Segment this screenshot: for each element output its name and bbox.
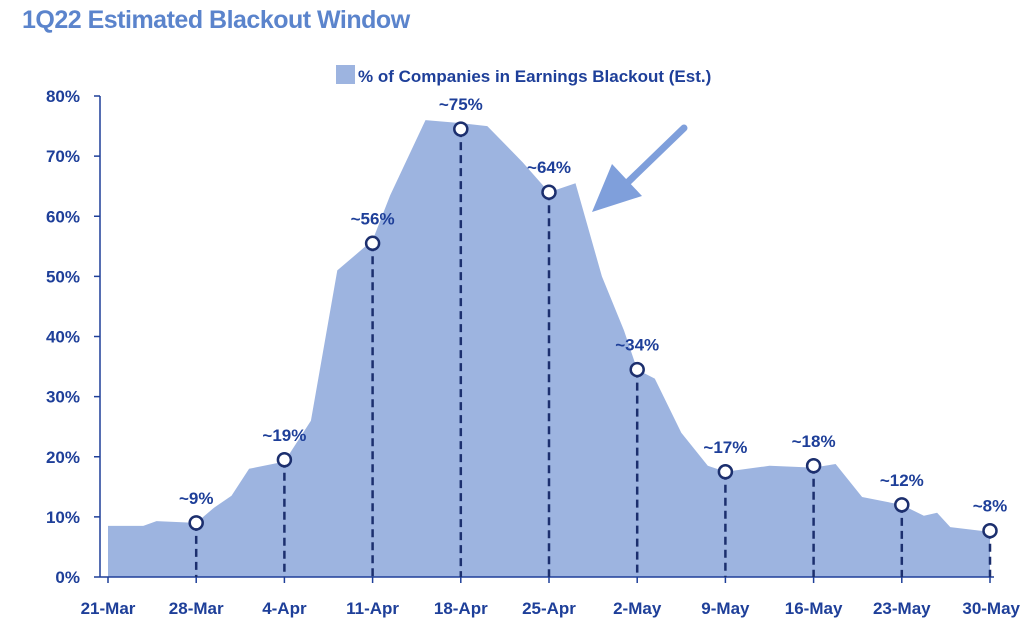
callout-marker (805, 458, 822, 474)
chart-title: 1Q22 Estimated Blackout Window (22, 6, 410, 34)
callout-marker (629, 361, 645, 378)
callout-marker (276, 452, 293, 468)
legend: % of Companies in Earnings Blackout (Est… (336, 65, 711, 86)
y-tick-label: 80% (46, 87, 80, 106)
callout-label: ~8% (973, 497, 1008, 516)
callout-label: ~64% (527, 158, 571, 177)
callout-label: ~12% (880, 471, 924, 490)
callout-marker (717, 464, 734, 480)
y-tick-label: 30% (46, 388, 80, 407)
x-tick-label: 9-May (701, 599, 750, 618)
x-tick-label: 2-May (613, 599, 662, 618)
y-tick-label: 70% (46, 147, 80, 166)
x-tick-label: 28-Mar (169, 599, 224, 618)
y-tick-label: 40% (46, 328, 80, 347)
legend-label: % of Companies in Earnings Blackout (Est… (358, 67, 711, 86)
arrow-layer (592, 124, 688, 212)
y-tick-label: 20% (46, 448, 80, 467)
callout-label: ~17% (703, 438, 747, 457)
callout-label: ~34% (615, 336, 659, 355)
callout-marker (364, 235, 381, 252)
legend-swatch (336, 65, 355, 84)
pointer-arrow-shaft (622, 124, 688, 188)
x-tick-label: 25-Apr (522, 599, 576, 618)
y-tick-label: 60% (46, 207, 80, 226)
callout-label: ~56% (351, 209, 395, 228)
y-tick-label: 10% (46, 508, 80, 527)
pointer-arrow-head (592, 164, 642, 212)
callout-marker (894, 497, 910, 513)
callout-marker (188, 515, 204, 531)
callout-label: ~9% (179, 489, 214, 508)
x-tick-label: 18-Apr (434, 599, 488, 618)
callout-marker (982, 522, 998, 539)
axis-layer: 0% 10% 20% 30% 40% 50% 60% 70% 80% 21-Mar 28-Mar 4-… (46, 87, 1021, 618)
x-tick-label: 16-May (785, 599, 843, 618)
callout-label: ~18% (792, 432, 836, 451)
callout-label: ~19% (262, 426, 306, 445)
callout-marker (453, 121, 469, 137)
x-tick-label: 4-Apr (262, 599, 307, 618)
callout-marker (541, 184, 557, 200)
y-tick-label: 50% (46, 267, 80, 286)
callout-label: ~75% (439, 95, 483, 114)
y-tick-label: 0% (55, 568, 80, 587)
x-tick-label: 11-Apr (346, 599, 399, 618)
x-tick-label: 21-Mar (81, 599, 136, 618)
callout-layer: ~9% ~19% ~56% ~75% ~64% ~34% ~17% ~18% ~12% ~8% (179, 95, 1007, 577)
x-tick-label: 30-May (962, 599, 1020, 618)
x-tick-label: 23-May (873, 599, 931, 618)
